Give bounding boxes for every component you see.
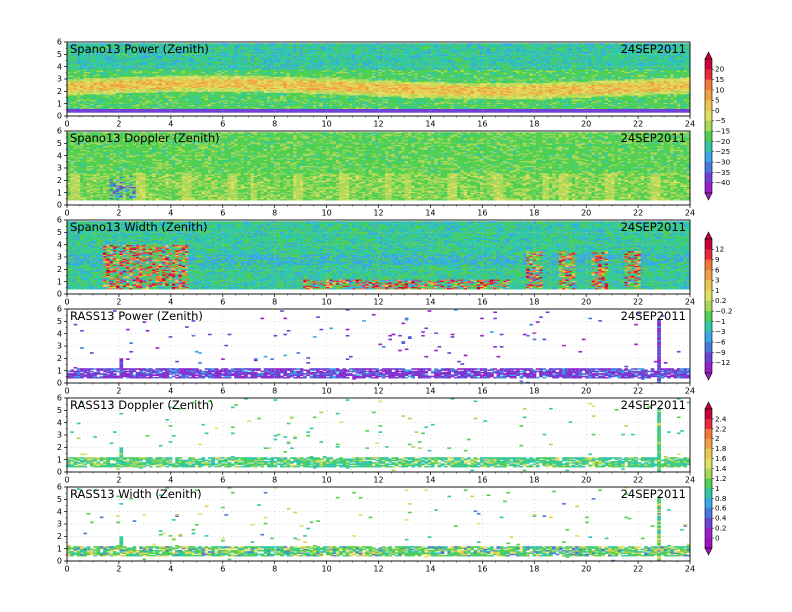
heatmap-cell (310, 43, 314, 45)
heatmap-cell (274, 43, 278, 45)
heatmap-cell (221, 43, 225, 45)
heatmap-cell (280, 43, 284, 45)
heatmap-cell (247, 43, 251, 45)
heatmap-cell (215, 43, 219, 45)
heatmap-cell (277, 43, 281, 45)
heatmap-cell (287, 43, 291, 45)
heatmap-cell (218, 43, 222, 45)
heatmap-cell (254, 43, 258, 45)
heatmap-cell (224, 43, 228, 45)
heatmap-cell (211, 43, 215, 45)
heatmap-cell (267, 43, 271, 45)
heatmap-cell (251, 43, 255, 45)
heatmap-cell (297, 43, 301, 45)
heatmap-cell (303, 43, 307, 45)
heatmap-cell (234, 43, 238, 45)
heatmap-cell (270, 43, 274, 45)
heatmap-cell (228, 43, 232, 45)
heatmap-cell (260, 43, 264, 45)
heatmap-cell (290, 43, 294, 45)
heatmap-cell (300, 43, 304, 45)
heatmap-cell (283, 43, 287, 45)
heatmap-cell (244, 43, 248, 45)
heatmap-cell (264, 43, 268, 45)
heatmap-cell (257, 43, 261, 45)
heatmap-cell (238, 43, 242, 45)
heatmap-cell (231, 43, 235, 45)
heatmap-cell (241, 43, 245, 45)
heatmap-cell (293, 43, 297, 45)
heatmap-cell (306, 43, 310, 45)
